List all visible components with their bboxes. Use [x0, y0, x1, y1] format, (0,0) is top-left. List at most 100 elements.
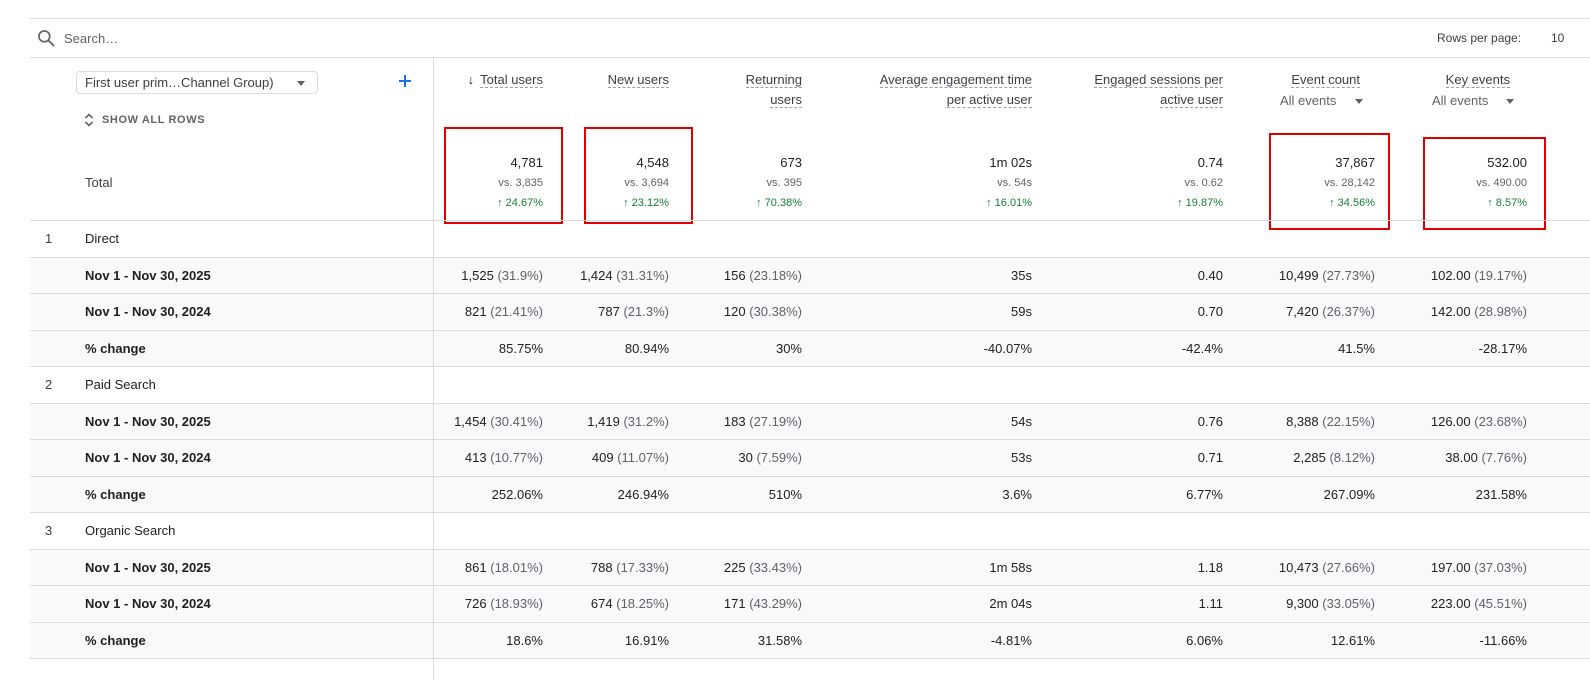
column-header-new-users[interactable]: New users	[607, 72, 669, 88]
cell-percent: (45.51%)	[1474, 596, 1527, 611]
column-header-returning-users[interactable]: Returning users	[745, 72, 802, 108]
cell-engaged-sessions: 1.11	[1199, 596, 1223, 611]
column-header-total-users[interactable]: ↓ Total users	[443, 70, 543, 90]
column-header-engaged-sessions[interactable]: Engaged sessions per active user	[1094, 72, 1223, 108]
cell-key-events: 38.00 (7.76%)	[1445, 450, 1527, 465]
cell-engaged-sessions: 0.71	[1198, 450, 1223, 465]
cell-new-users: 1,424 (31.31%)	[580, 268, 669, 283]
row-label: Nov 1 - Nov 30, 2025	[85, 268, 211, 283]
cell-key-events: 223.00 (45.51%)	[1431, 596, 1527, 611]
cell-returning-users: 510%	[769, 487, 802, 502]
cell-avg-engagement-time: -40.07%	[984, 341, 1032, 356]
cell-key-events: 126.00 (23.68%)	[1431, 414, 1527, 429]
search-bar	[30, 18, 1590, 58]
search-icon[interactable]	[36, 28, 56, 48]
cell-new-users: 788 (17.33%)	[591, 560, 669, 575]
cell-percent: (21.41%)	[490, 304, 543, 319]
unfold-icon	[84, 113, 94, 127]
cell-value: 1,525	[461, 268, 494, 283]
cell-value: 0.70	[1197, 304, 1223, 319]
group-row[interactable]: 2 Paid Search	[30, 366, 1590, 402]
group-name: Organic Search	[85, 523, 176, 538]
cell-percent: (18.01%)	[490, 560, 543, 575]
total-event-count-value: 37,867	[1335, 155, 1375, 170]
column-header-avg-engagement-time[interactable]: Average engagement time per active user	[879, 72, 1032, 108]
cell-value: 510%	[768, 487, 802, 502]
cell-value: 0.71	[1197, 450, 1223, 465]
total-avg-engagement-vs: vs. 54s	[997, 177, 1032, 189]
cell-percent: (31.31%)	[616, 268, 669, 283]
cell-avg-engagement-time: 53s	[1011, 450, 1032, 465]
cell-percent: (27.73%)	[1322, 268, 1375, 283]
cell-returning-users: 30 (7.59%)	[738, 450, 802, 465]
sort-descending-icon: ↓	[467, 72, 475, 87]
cell-percent: (26.37%)	[1322, 304, 1375, 319]
cell-new-users: 246.94%	[618, 487, 669, 502]
cell-avg-engagement-time: 2m 04s	[989, 596, 1032, 611]
column-header-key-events[interactable]: Key events	[1445, 72, 1510, 88]
total-returning-users-vs: vs. 395	[766, 177, 802, 189]
cell-percent: (27.66%)	[1322, 560, 1375, 575]
cell-total-users: 252.06%	[492, 487, 543, 502]
cell-percent: (10.77%)	[490, 450, 543, 465]
cell-engaged-sessions: 1.18	[1198, 560, 1223, 575]
total-returning-users-value: 673	[780, 155, 802, 170]
cell-new-users: 409 (11.07%)	[592, 450, 669, 465]
cell-avg-engagement-time: 1m 58s	[989, 560, 1032, 575]
cell-event-count: 8,388 (22.15%)	[1286, 414, 1375, 429]
cell-percent: (30.38%)	[749, 304, 802, 319]
cell-percent: (11.07%)	[617, 450, 669, 465]
cell-value: 120	[723, 304, 746, 319]
cell-avg-engagement-time: 59s	[1011, 304, 1032, 319]
table-row: Nov 1 - Nov 30, 2025 1,525 (31.9%) 1,424 (…	[30, 257, 1590, 293]
table-row: % change 252.06% 246.94% 510% 3.6% 6.77% 267.0…	[30, 476, 1590, 512]
group-row[interactable]: 3 Organic Search	[30, 512, 1590, 548]
cell-value: 252.06%	[491, 487, 543, 502]
cell-percent: (23.68%)	[1474, 414, 1527, 429]
total-total-users-value: 4,781	[510, 155, 543, 170]
cell-percent: (28.98%)	[1474, 304, 1527, 319]
highlight-box-key-events	[1423, 137, 1546, 230]
cell-new-users: 787 (21.3%)	[598, 304, 669, 319]
row-label: Nov 1 - Nov 30, 2025	[85, 560, 211, 575]
cell-value: 30	[738, 450, 753, 465]
dimension-select[interactable]: First user prim…Channel Group)	[76, 71, 318, 94]
cell-value: 171	[723, 596, 746, 611]
cell-total-users: 18.6%	[506, 633, 543, 648]
column-header-event-count[interactable]: Event count	[1291, 72, 1360, 88]
cell-value: 1,424	[580, 268, 613, 283]
cell-value: 409	[591, 450, 614, 465]
cell-percent: (21.3%)	[623, 304, 669, 319]
row-label: % change	[85, 487, 146, 502]
row-label: Nov 1 - Nov 30, 2024	[85, 304, 211, 319]
cell-value: 0.76	[1197, 414, 1223, 429]
rows-per-page-select[interactable]: 10	[1551, 31, 1565, 45]
row-number: 3	[45, 523, 53, 538]
cell-percent: (18.93%)	[490, 596, 543, 611]
cell-percent: (43.29%)	[749, 596, 802, 611]
cell-returning-users: 30%	[776, 341, 802, 356]
cell-key-events: 197.00 (37.03%)	[1431, 560, 1527, 575]
row-label: Nov 1 - Nov 30, 2024	[85, 450, 211, 465]
add-dimension-button[interactable]	[396, 70, 414, 92]
search-input[interactable]	[64, 28, 464, 48]
cell-value: 53s	[1011, 450, 1032, 465]
event-count-filter[interactable]: All events	[1280, 93, 1337, 108]
cell-total-users: 1,525 (31.9%)	[461, 268, 543, 283]
cell-value: -11.66%	[1479, 633, 1527, 648]
total-engaged-sessions-change: ↑ 19.87%	[1177, 197, 1223, 209]
cell-total-users: 726 (18.93%)	[465, 596, 543, 611]
cell-value: 16.91%	[624, 633, 669, 648]
cell-new-users: 674 (18.25%)	[591, 596, 669, 611]
table-row: % change 18.6% 16.91% 31.58% -4.81% 6.06% 12.6…	[30, 622, 1590, 658]
cell-value: -4.81%	[990, 633, 1032, 648]
row-number: 2	[45, 377, 53, 392]
cell-total-users: 821 (21.41%)	[465, 304, 543, 319]
key-events-filter[interactable]: All events	[1432, 93, 1489, 108]
group-row[interactable]: 1 Direct	[30, 220, 1590, 256]
cell-percent: (19.17%)	[1474, 268, 1527, 283]
plus-icon	[399, 75, 411, 87]
cell-value: 7,420	[1286, 304, 1319, 319]
total-key-events-change: ↑ 8.57%	[1487, 197, 1527, 209]
table-row: Nov 1 - Nov 30, 2025 861 (18.01%) 788 (17.…	[30, 549, 1590, 585]
